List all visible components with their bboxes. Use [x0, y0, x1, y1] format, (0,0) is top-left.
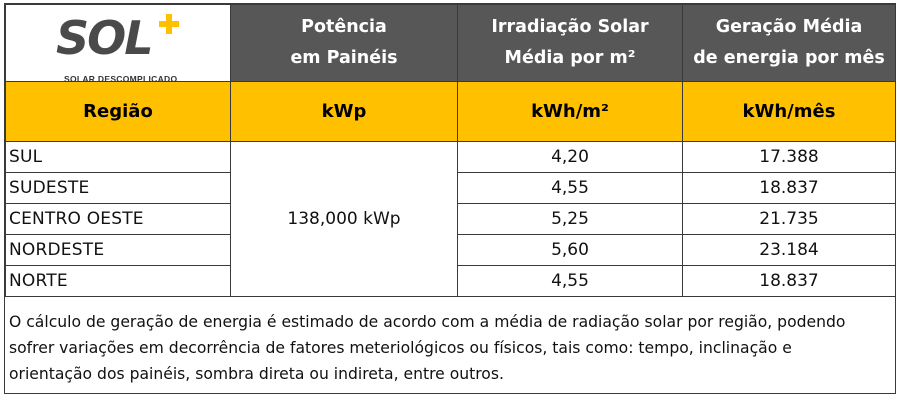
region-cell: SUDESTE: [5, 172, 231, 204]
unit-power: kWp: [230, 81, 458, 142]
header-row: SOL SOLAR DESCOMPLICADO Potência em Pain…: [5, 4, 896, 84]
logo-wordmark: SOL: [56, 11, 154, 65]
logo-tagline: SOLAR DESCOMPLICADO: [64, 74, 178, 84]
header-power: Potência em Painéis: [230, 4, 458, 82]
table-row: CENTRO OESTE 5,25 21.735: [5, 203, 896, 235]
header-irradiation-line-2: Média por m²: [504, 48, 636, 68]
note-line-3: orientação dos painéis, sombra direta ou…: [9, 365, 504, 383]
table-row: SUL 138,000 kWp 4,20 17.388: [5, 141, 896, 297]
region-cell: CENTRO OESTE: [5, 203, 231, 235]
sol-logo: SOL SOLAR DESCOMPLICADO: [56, 11, 186, 84]
solar-generation-table: SOL SOLAR DESCOMPLICADO Potência em Pain…: [5, 4, 896, 297]
header-power-line-1: Potência: [301, 17, 387, 37]
unit-generation: kWh/mês: [682, 81, 896, 142]
irradiation-cell: 4,20: [457, 141, 683, 173]
unit-irradiation: kWh/m²: [457, 81, 683, 142]
power-value: 138,000 kWp: [230, 141, 458, 297]
region-cell: NORTE: [5, 265, 231, 297]
header-generation: Geração Média de energia por mês: [682, 4, 896, 82]
note-line-1: O cálculo de geração de energia é estima…: [9, 313, 846, 331]
header-irradiation-line-1: Irradiação Solar: [491, 17, 649, 37]
header-generation-line-1: Geração Média: [715, 17, 863, 37]
table-row: SUDESTE 4,55 18.837: [5, 172, 896, 204]
irradiation-cell: 4,55: [457, 265, 683, 297]
note-line-2: sofrer variações em decorrência de fator…: [9, 339, 792, 357]
plus-icon: [159, 14, 179, 34]
table-row: NORTE 4,55 18.837: [5, 265, 896, 297]
irradiation-cell: 5,25: [457, 203, 683, 235]
header-generation-line-2: de energia por mês: [693, 48, 885, 68]
generation-cell: 18.837: [682, 265, 896, 297]
irradiation-cell: 5,60: [457, 234, 683, 266]
generation-cell: 21.735: [682, 203, 896, 235]
disclaimer-note: O cálculo de geração de energia é estima…: [5, 297, 895, 387]
table-row: NORDESTE 5,60 23.184: [5, 234, 896, 266]
header-irradiation: Irradiação Solar Média por m²: [457, 4, 683, 82]
region-cell: NORDESTE: [5, 234, 231, 266]
generation-cell: 23.184: [682, 234, 896, 266]
unit-region: Região: [5, 81, 231, 142]
header-power-line-2: em Painéis: [290, 48, 398, 68]
generation-cell: 17.388: [682, 141, 896, 173]
region-cell: SUL: [5, 141, 231, 173]
logo-cell: SOL SOLAR DESCOMPLICADO: [5, 4, 231, 84]
generation-cell: 18.837: [682, 172, 896, 204]
units-row: Região kWp kWh/m² kWh/mês: [5, 81, 896, 142]
irradiation-cell: 4,55: [457, 172, 683, 204]
solar-generation-table-sheet: SOL SOLAR DESCOMPLICADO Potência em Pain…: [4, 3, 896, 394]
